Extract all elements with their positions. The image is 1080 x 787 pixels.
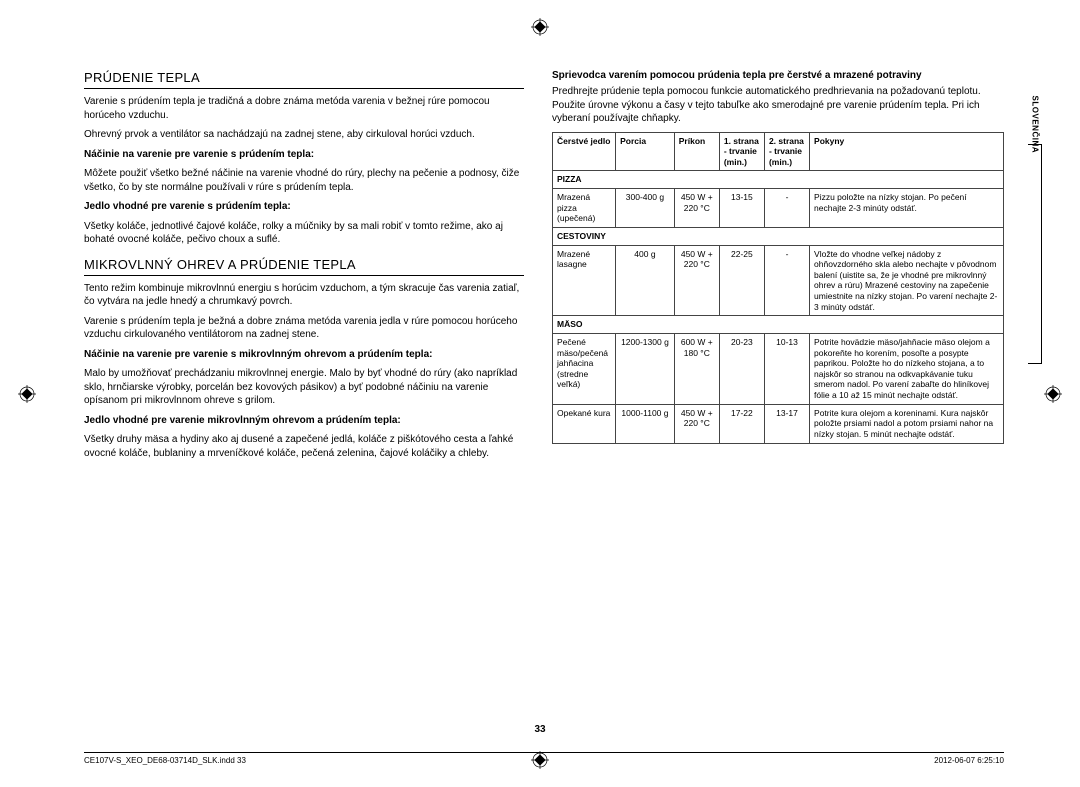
table-category-cell: MÄSO bbox=[553, 316, 1004, 334]
left-column: PRÚDENIE TEPLA Varenie s prúdením tepla … bbox=[84, 70, 524, 466]
table-cell: - bbox=[764, 189, 809, 228]
table-cell: 450 W + 220 °C bbox=[674, 404, 719, 443]
footer-timestamp: 2012-06-07 6:25:10 bbox=[934, 756, 1004, 765]
table-cell: 22-25 bbox=[719, 245, 764, 316]
table-cell: Mrazené lasagne bbox=[553, 245, 616, 316]
table-cell: Pečené mäso/pečená jahňacina (stredne ve… bbox=[553, 333, 616, 404]
table-category-row: MÄSO bbox=[553, 316, 1004, 334]
para: Môžete použiť všetko bežné náčinie na va… bbox=[84, 167, 524, 194]
table-category-row: CESTOVINY bbox=[553, 227, 1004, 245]
table-cell: Pizzu položte na nízky stojan. Po pečení… bbox=[810, 189, 1004, 228]
table-header-row: Čerstvé jedloPorciaPríkon1. strana - trv… bbox=[553, 132, 1004, 171]
para: Všetky koláče, jednotlivé čajové koláče,… bbox=[84, 220, 524, 247]
language-tab: SLOVENČINA bbox=[1028, 144, 1042, 364]
para: Všetky druhy mäsa a hydiny ako aj dusené… bbox=[84, 433, 524, 460]
footer: CE107V-S_XEO_DE68-03714D_SLK.indd 33 201… bbox=[84, 752, 1004, 765]
language-tab-label: SLOVENČINA bbox=[1030, 96, 1039, 153]
table-category-row: PIZZA bbox=[553, 171, 1004, 189]
table-cell: Opekané kura bbox=[553, 404, 616, 443]
guide-intro: Predhrejte prúdenie tepla pomocou funkci… bbox=[552, 85, 1004, 126]
bold-line: Jedlo vhodné pre varenie s prúdením tepl… bbox=[84, 200, 524, 214]
table-cell: 20-23 bbox=[719, 333, 764, 404]
table-cell: 400 g bbox=[616, 245, 675, 316]
table-header-cell: Pokyny bbox=[810, 132, 1004, 171]
right-column: Sprievodca varením pomocou prúdenia tepl… bbox=[552, 70, 1004, 466]
crop-mark-right bbox=[1044, 385, 1062, 403]
table-row: Mrazená pizza (upečená)300-400 g450 W + … bbox=[553, 189, 1004, 228]
table-row: Pečené mäso/pečená jahňacina (stredne ve… bbox=[553, 333, 1004, 404]
table-cell: - bbox=[764, 245, 809, 316]
table-category-cell: CESTOVINY bbox=[553, 227, 1004, 245]
table-header-cell: Príkon bbox=[674, 132, 719, 171]
heading-convection: PRÚDENIE TEPLA bbox=[84, 70, 524, 89]
table-cell: Vložte do vhodne veľkej nádoby z ohňovzd… bbox=[810, 245, 1004, 316]
table-cell: 1000-1100 g bbox=[616, 404, 675, 443]
table-header-cell: Porcia bbox=[616, 132, 675, 171]
table-header-cell: 1. strana - trvanie (min.) bbox=[719, 132, 764, 171]
bold-line: Náčinie na varenie pre varenie s mikrovl… bbox=[84, 348, 524, 362]
cooking-table: Čerstvé jedloPorciaPríkon1. strana - trv… bbox=[552, 132, 1004, 444]
table-cell: 10-13 bbox=[764, 333, 809, 404]
table-header-cell: 2. strana - trvanie (min.) bbox=[764, 132, 809, 171]
table-row: Opekané kura1000-1100 g450 W + 220 °C17-… bbox=[553, 404, 1004, 443]
crop-mark-left bbox=[18, 385, 36, 403]
para: Malo by umožňovať prechádzaniu mikrovlnn… bbox=[84, 367, 524, 408]
table-cell: 450 W + 220 °C bbox=[674, 245, 719, 316]
table-cell: Mrazená pizza (upečená) bbox=[553, 189, 616, 228]
table-cell: 300-400 g bbox=[616, 189, 675, 228]
crop-mark-top bbox=[531, 18, 549, 36]
table-cell: 600 W + 180 °C bbox=[674, 333, 719, 404]
table-row: Mrazené lasagne400 g450 W + 220 °C22-25-… bbox=[553, 245, 1004, 316]
page-content: PRÚDENIE TEPLA Varenie s prúdením tepla … bbox=[0, 0, 1080, 496]
heading-microwave-convection: MIKROVLNNÝ OHREV A PRÚDENIE TEPLA bbox=[84, 257, 524, 276]
table-cell: 13-17 bbox=[764, 404, 809, 443]
bold-line: Náčinie na varenie pre varenie s prúdení… bbox=[84, 148, 524, 162]
table-category-cell: PIZZA bbox=[553, 171, 1004, 189]
table-cell: Potrite hovädzie mäso/jahňacie mäso olej… bbox=[810, 333, 1004, 404]
table-cell: Potrite kura olejom a koreninami. Kura n… bbox=[810, 404, 1004, 443]
para: Varenie s prúdením tepla je tradičná a d… bbox=[84, 95, 524, 122]
page-number: 33 bbox=[534, 724, 545, 735]
table-cell: 1200-1300 g bbox=[616, 333, 675, 404]
table-header-cell: Čerstvé jedlo bbox=[553, 132, 616, 171]
table-cell: 450 W + 220 °C bbox=[674, 189, 719, 228]
table-cell: 13-15 bbox=[719, 189, 764, 228]
table-cell: 17-22 bbox=[719, 404, 764, 443]
guide-subhead: Sprievodca varením pomocou prúdenia tepl… bbox=[552, 70, 1004, 81]
footer-filename: CE107V-S_XEO_DE68-03714D_SLK.indd 33 bbox=[84, 756, 246, 765]
para: Tento režim kombinuje mikrovlnnú energiu… bbox=[84, 282, 524, 309]
para: Ohrevný prvok a ventilátor sa nachádzajú… bbox=[84, 128, 524, 142]
para: Varenie s prúdením tepla je bežná a dobr… bbox=[84, 315, 524, 342]
bold-line: Jedlo vhodné pre varenie mikrovlnným ohr… bbox=[84, 414, 524, 428]
